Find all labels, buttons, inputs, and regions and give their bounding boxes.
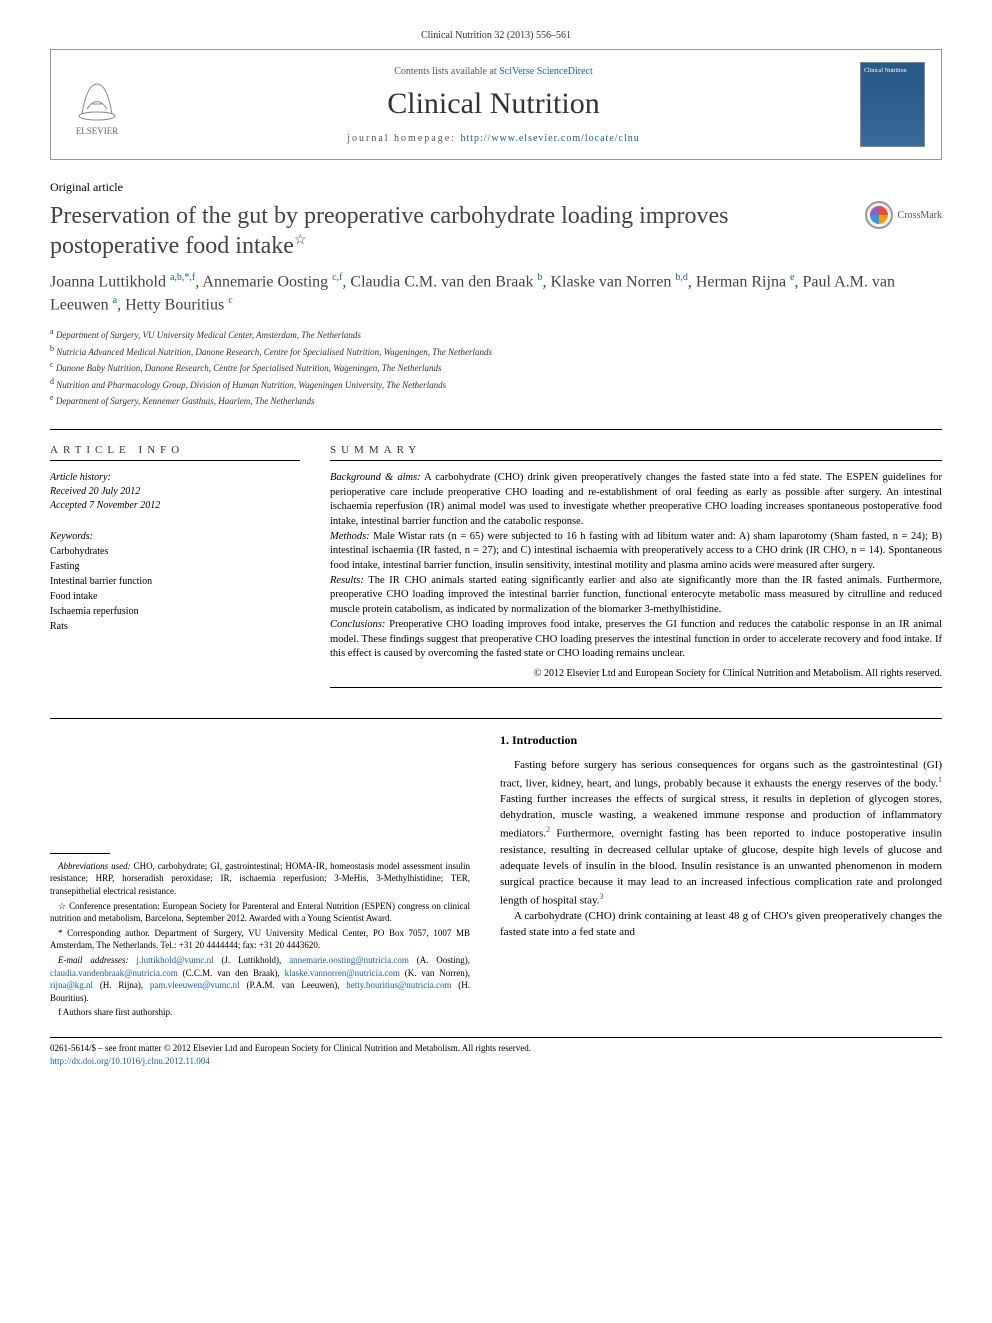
keywords-label: Keywords:	[50, 531, 300, 542]
email-link[interactable]: claudia.vandenbraak@nutricia.com	[50, 968, 178, 978]
introduction-body: Fasting before surgery has serious conse…	[500, 758, 942, 941]
sciencedirect-link[interactable]: SciVerse ScienceDirect	[499, 66, 593, 77]
email-link[interactable]: hetty.bouritius@nutricia.com	[346, 980, 451, 990]
divider	[50, 429, 942, 430]
rule	[330, 460, 942, 461]
journal-header-box: ELSEVIER Contents lists available at Sci…	[50, 49, 942, 160]
title-footnote-marker: ☆	[294, 233, 307, 248]
affiliations-list: a Department of Surgery, VU University M…	[50, 326, 942, 409]
contents-available: Contents lists available at SciVerse Sci…	[143, 66, 844, 77]
crossmark-badge[interactable]: CrossMark	[865, 201, 942, 229]
crossmark-label: CrossMark	[898, 210, 942, 221]
article-history: Article history: Received 20 July 2012 A…	[50, 471, 300, 513]
footnotes-rule	[50, 853, 110, 854]
divider	[50, 718, 942, 719]
email-link[interactable]: klaske.vannorren@nutricia.com	[285, 968, 400, 978]
introduction-heading: 1. Introduction	[500, 733, 942, 748]
email-link[interactable]: j.luttikhold@vumc.nl	[136, 955, 213, 965]
journal-reference: Clinical Nutrition 32 (2013) 556–561	[50, 30, 942, 41]
article-title: Preservation of the gut by preoperative …	[50, 201, 845, 261]
email-link[interactable]: rijna@kg.nl	[50, 980, 93, 990]
email-link[interactable]: pam.vleeuwen@vumc.nl	[150, 980, 240, 990]
keywords-list: CarbohydratesFastingIntestinal barrier f…	[50, 544, 300, 634]
summary-heading: SUMMARY	[330, 444, 942, 456]
email-link[interactable]: annemarie.oosting@nutricia.com	[289, 955, 409, 965]
footnotes: Abbreviations used: CHO, carbohydrate; G…	[50, 860, 470, 1019]
doi-link[interactable]: http://dx.doi.org/10.1016/j.clnu.2012.11…	[50, 1056, 210, 1066]
summary-body: Background & aims: A carbohydrate (CHO) …	[330, 471, 942, 662]
article-type: Original article	[50, 180, 942, 195]
summary-copyright: © 2012 Elsevier Ltd and European Society…	[330, 668, 942, 679]
journal-cover-thumbnail	[860, 62, 925, 147]
footer-rule	[50, 1037, 942, 1038]
journal-name: Clinical Nutrition	[143, 87, 844, 121]
publisher-name: ELSEVIER	[76, 126, 119, 136]
rule	[50, 460, 300, 461]
article-info-heading: ARTICLE INFO	[50, 444, 300, 456]
citation-ref[interactable]: 1	[938, 775, 942, 784]
authors-list: Joanna Luttikhold a,b,*,f, Annemarie Oos…	[50, 271, 942, 316]
page-footer: 0261-5614/$ – see front matter © 2012 El…	[50, 1042, 942, 1067]
rule	[330, 687, 942, 688]
elsevier-logo: ELSEVIER	[67, 70, 127, 140]
crossmark-icon	[865, 201, 893, 229]
homepage-link[interactable]: http://www.elsevier.com/locate/clnu	[460, 133, 639, 144]
journal-homepage: journal homepage: http://www.elsevier.co…	[143, 133, 844, 144]
citation-ref[interactable]: 3	[600, 892, 604, 901]
